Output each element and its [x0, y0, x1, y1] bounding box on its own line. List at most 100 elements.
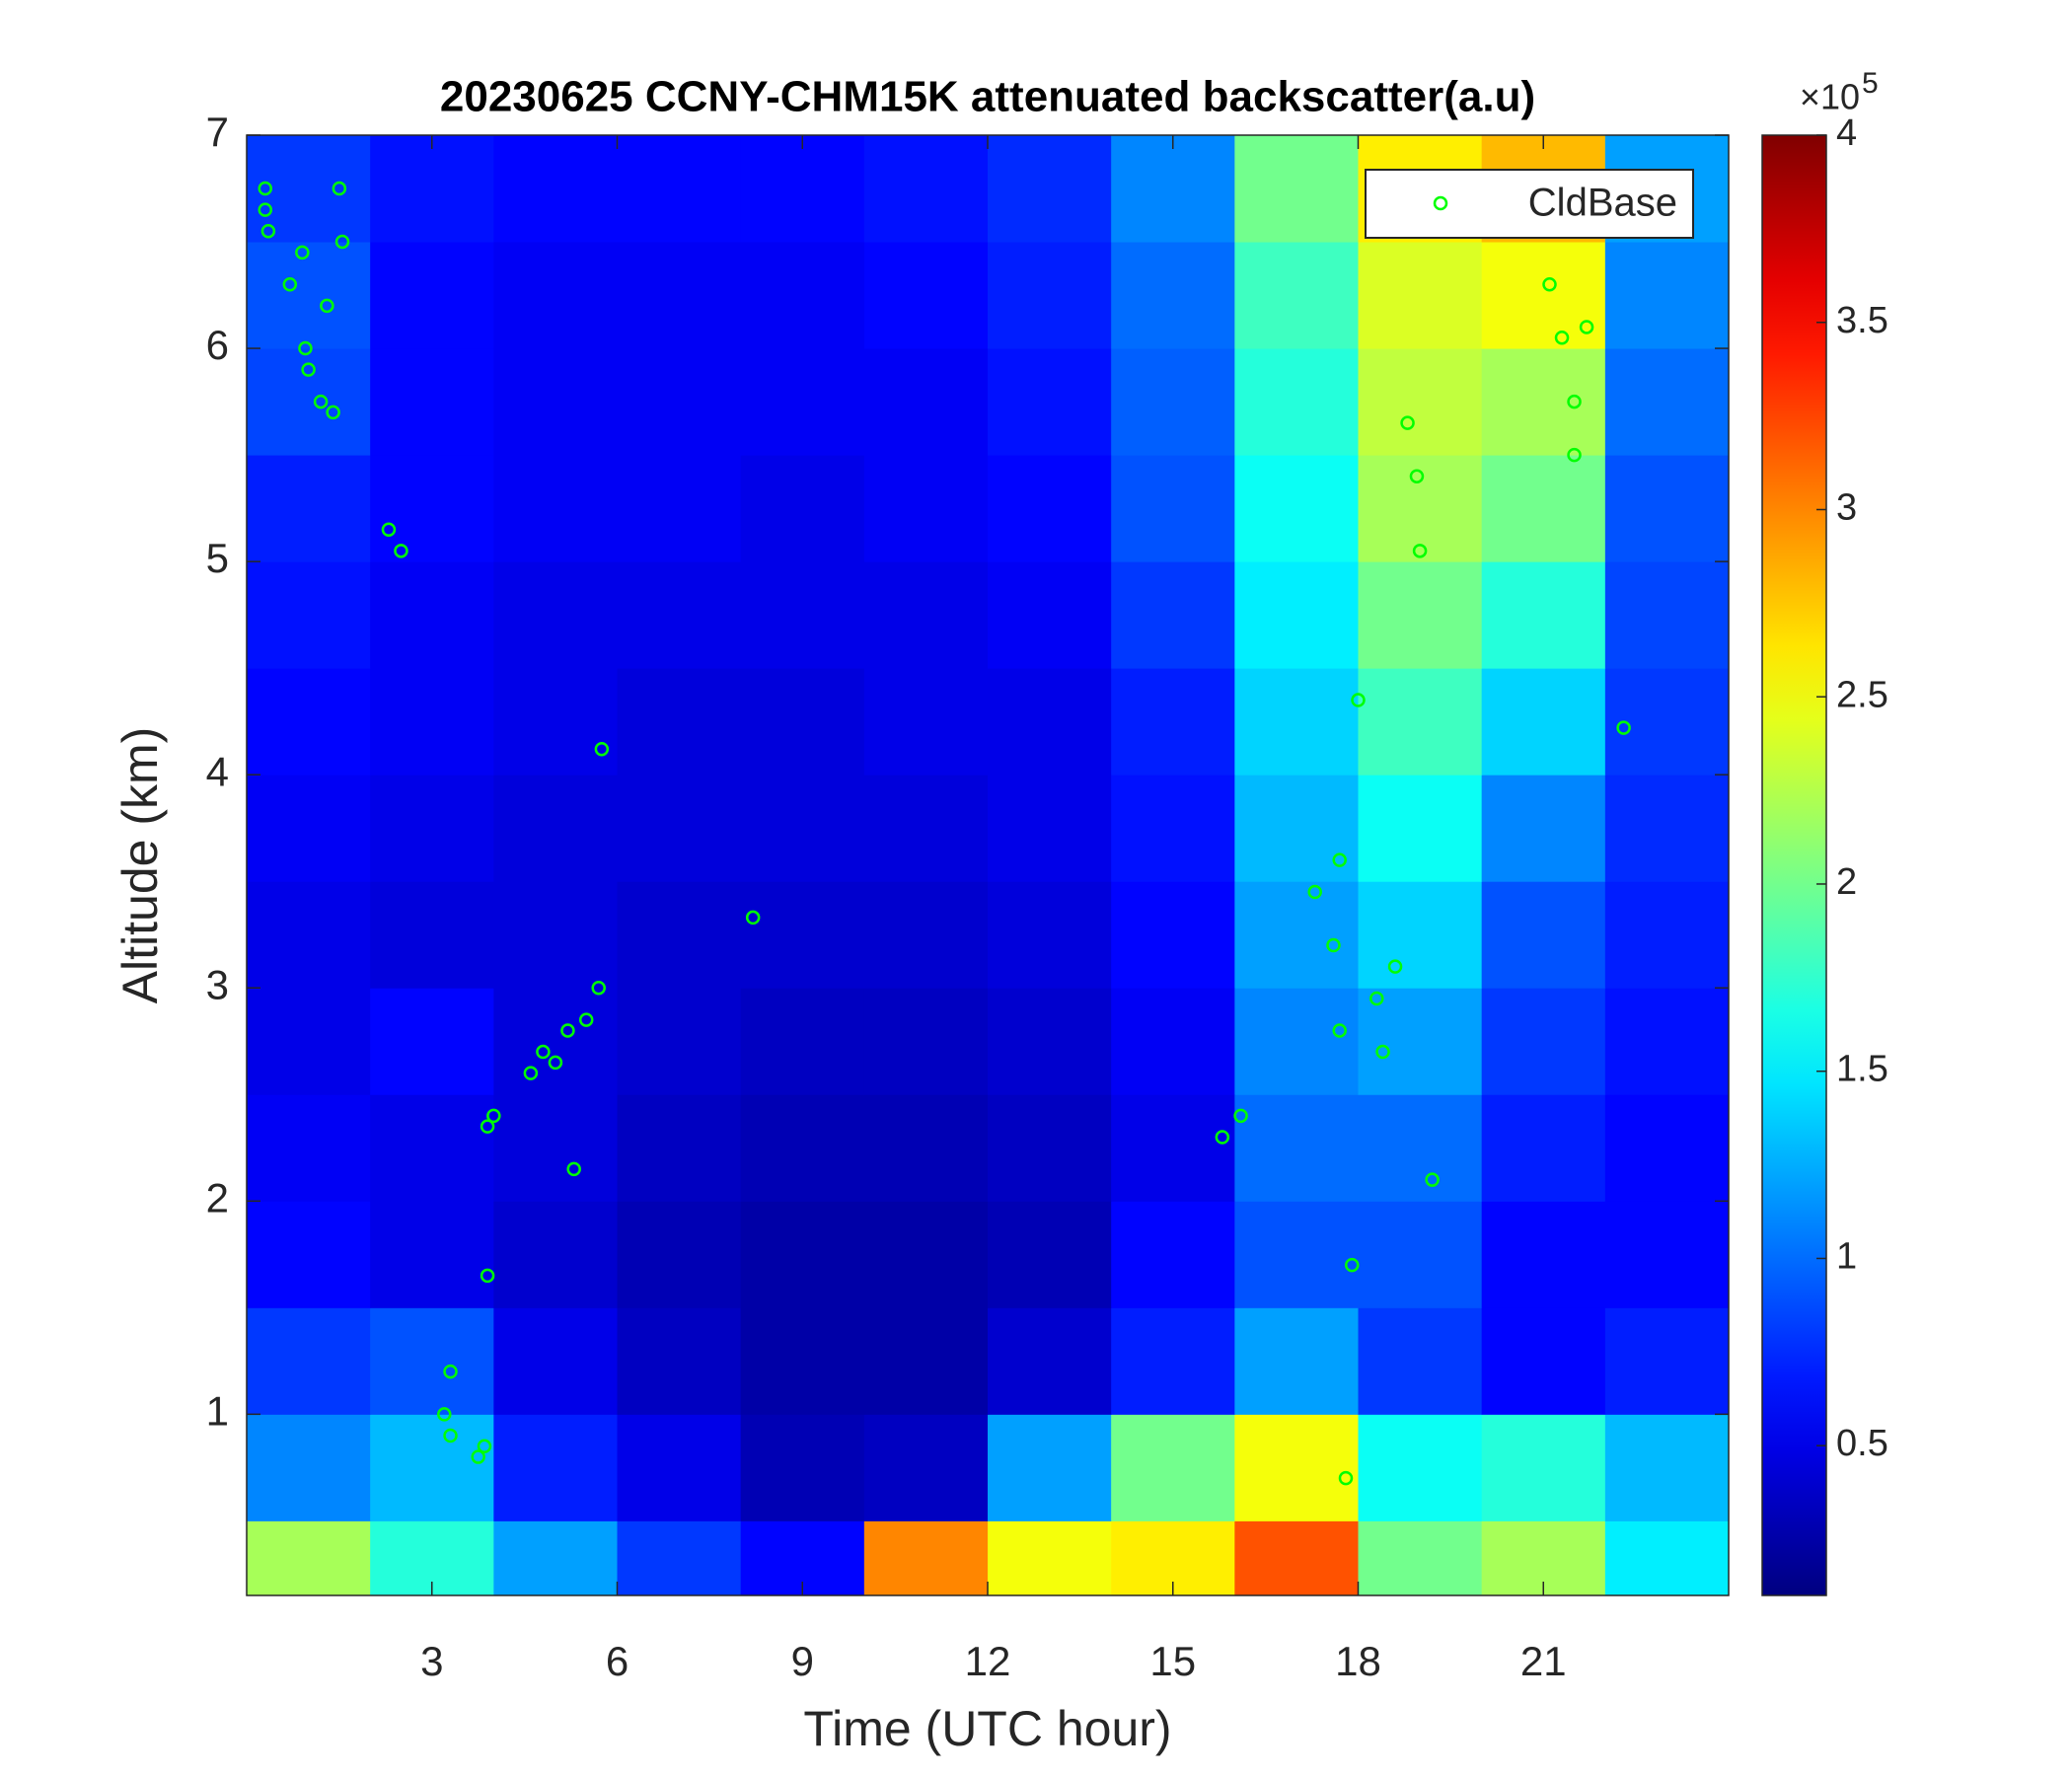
heatmap-cell — [370, 1414, 494, 1521]
cloud-base-point — [1215, 1130, 1230, 1145]
cloud-base-point — [1332, 852, 1347, 867]
heatmap-cell — [1111, 775, 1235, 882]
heatmap-cell — [863, 348, 989, 456]
cloud-base-point — [1567, 447, 1582, 463]
heatmap-cell — [740, 348, 865, 456]
cloud-base-point — [1369, 991, 1384, 1006]
heatmap-cell — [493, 348, 618, 456]
y-tick-label: 1 — [206, 1387, 229, 1434]
heatmap-cell — [1604, 1094, 1729, 1202]
heatmap-cell — [247, 775, 371, 882]
cloud-base-point — [1567, 394, 1582, 409]
heatmap-cell — [1234, 1307, 1359, 1415]
y-tick-label: 6 — [206, 322, 229, 368]
heatmap-cell — [740, 242, 865, 349]
heatmap-cell — [740, 135, 865, 243]
heatmap-cell — [1234, 775, 1359, 882]
heatmap-cell — [863, 881, 989, 989]
heatmap-cell — [247, 242, 371, 349]
heatmap-cell — [1481, 455, 1606, 562]
colorbar-tick-label: 3.5 — [1836, 300, 1888, 341]
heatmap-cell — [863, 242, 989, 349]
heatmap-cell — [863, 1201, 989, 1308]
y-tick-label: 4 — [206, 748, 229, 794]
heatmap-cell — [370, 1307, 494, 1415]
legend-box — [1365, 169, 1694, 239]
heatmap-cell — [370, 561, 494, 669]
heatmap-cell — [247, 455, 371, 562]
heatmap-cell — [370, 988, 494, 1095]
heatmap-cell — [247, 1094, 371, 1202]
heatmap-cell — [247, 1201, 371, 1308]
heatmap-cell — [1234, 1094, 1359, 1202]
y-axis-label: Altitude (km) — [112, 727, 168, 1004]
colorbar-tick-label: 3 — [1836, 487, 1857, 529]
colorbar-tick-label: 1.5 — [1836, 1049, 1888, 1090]
heatmap-cell — [1481, 1307, 1606, 1415]
cloud-base-point — [523, 1066, 539, 1080]
cloud-base-point — [381, 522, 397, 537]
heatmap-cell — [1604, 242, 1729, 349]
cloud-base-point — [313, 394, 329, 409]
heatmap-cell — [1604, 1307, 1729, 1415]
heatmap-cell — [1111, 881, 1235, 989]
heatmap-cell — [863, 1307, 989, 1415]
heatmap-cell — [247, 1414, 371, 1521]
cloud-base-point — [1412, 544, 1428, 558]
heatmap-cell — [1481, 775, 1606, 882]
colorbar-multiplier: ×10 — [1800, 77, 1860, 117]
heatmap-cell — [617, 881, 742, 989]
cloud-base-point — [480, 1268, 495, 1284]
scatter-series — [258, 181, 1631, 1486]
heatmap-cell — [617, 455, 742, 562]
legend-label: CldBase — [1528, 182, 1677, 225]
cloud-base-point — [1344, 1257, 1360, 1273]
heatmap-cell — [370, 881, 494, 989]
cloud-base-point — [594, 741, 610, 757]
heatmap-cell — [1604, 881, 1729, 989]
heatmap-cell — [863, 668, 989, 776]
cloud-base-point — [1332, 1023, 1347, 1038]
x-tick-label: 15 — [1149, 1638, 1196, 1684]
heatmap-cell — [1604, 348, 1729, 456]
heatmap-cell — [370, 348, 494, 456]
heatmap-cell — [1481, 242, 1606, 349]
heatmap-cell — [740, 668, 865, 776]
heatmap-cell — [617, 561, 742, 669]
heatmap-cell — [863, 1520, 989, 1595]
x-tick-label: 12 — [965, 1638, 1011, 1684]
cloud-base-point — [1351, 693, 1366, 707]
heatmap-cell — [1111, 668, 1235, 776]
heatmap-cell — [1604, 775, 1729, 882]
heatmap-cell — [247, 561, 371, 669]
cloud-base-point — [1579, 320, 1594, 334]
heatmap-cell — [1604, 561, 1729, 669]
heatmap-cell — [1358, 881, 1483, 989]
heatmap-cell — [1234, 561, 1359, 669]
y-tick-label: 5 — [206, 535, 229, 581]
heatmap-cell — [863, 455, 989, 562]
heatmap-cell — [247, 1307, 371, 1415]
heatmap-cell — [1358, 775, 1483, 882]
heatmap-cell — [1604, 455, 1729, 562]
heatmap-cell — [1234, 135, 1359, 243]
heatmap-cell — [1111, 1201, 1235, 1308]
heatmap-cell — [1234, 988, 1359, 1095]
heatmap-cell — [493, 881, 618, 989]
heatmap-cell — [617, 1414, 742, 1521]
heatmap-cell — [740, 988, 865, 1095]
heatmap-cell — [1111, 1307, 1235, 1415]
cloud-base-point — [536, 1044, 551, 1060]
heatmap-cell — [740, 455, 865, 562]
cloud-base-point — [486, 1108, 501, 1124]
heatmap-cell — [493, 1520, 618, 1595]
cloud-base-point — [326, 405, 340, 420]
heatmap-cell — [1234, 1201, 1359, 1308]
cloud-base-point — [560, 1023, 575, 1038]
heatmap-cell — [740, 1307, 865, 1415]
heatmap-cell — [1234, 1414, 1359, 1521]
cloud-base-point — [320, 298, 334, 314]
heatmap-cell — [1481, 881, 1606, 989]
cloud-base-point — [443, 1428, 458, 1443]
heatmap-cell — [1358, 1094, 1483, 1202]
